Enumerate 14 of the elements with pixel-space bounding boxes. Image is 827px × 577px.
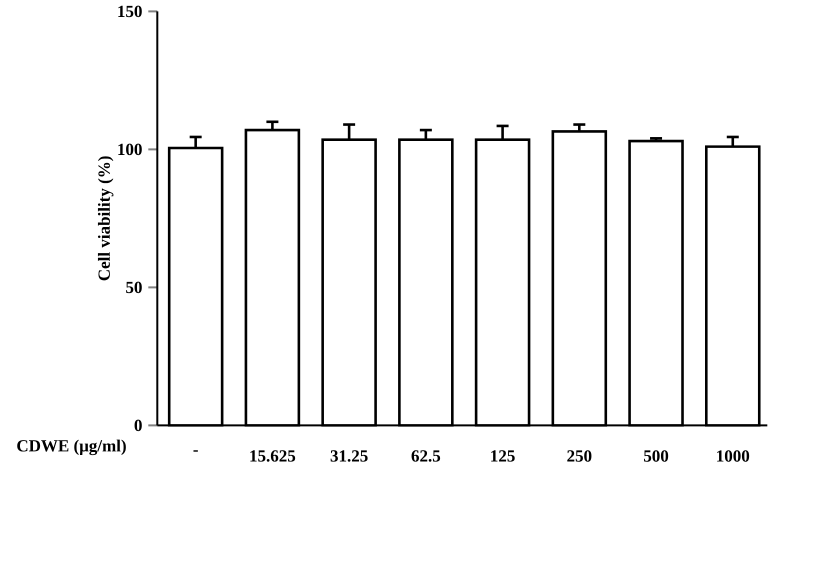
y-tick-label: 100 (118, 144, 142, 156)
y-tick-label: 150 (118, 6, 142, 18)
y-axis-title: Cell viability (%) (98, 156, 114, 280)
x-tick-label: 125 (491, 450, 515, 462)
x-tick-label: 250 (567, 450, 592, 462)
y-tick-label: 0 (134, 420, 142, 432)
x-tick-label: 31.25 (330, 450, 368, 462)
x-tick-label: - (193, 450, 198, 452)
x-axis-title: CDWE (μg/ml) (17, 439, 126, 456)
x-tick-label: 500 (644, 450, 668, 462)
x-tick-label: 62.5 (412, 450, 440, 462)
y-tick-label: 50 (126, 282, 142, 294)
x-tick-label: 1000 (717, 450, 750, 462)
x-tick-label: 15.625 (250, 450, 296, 462)
